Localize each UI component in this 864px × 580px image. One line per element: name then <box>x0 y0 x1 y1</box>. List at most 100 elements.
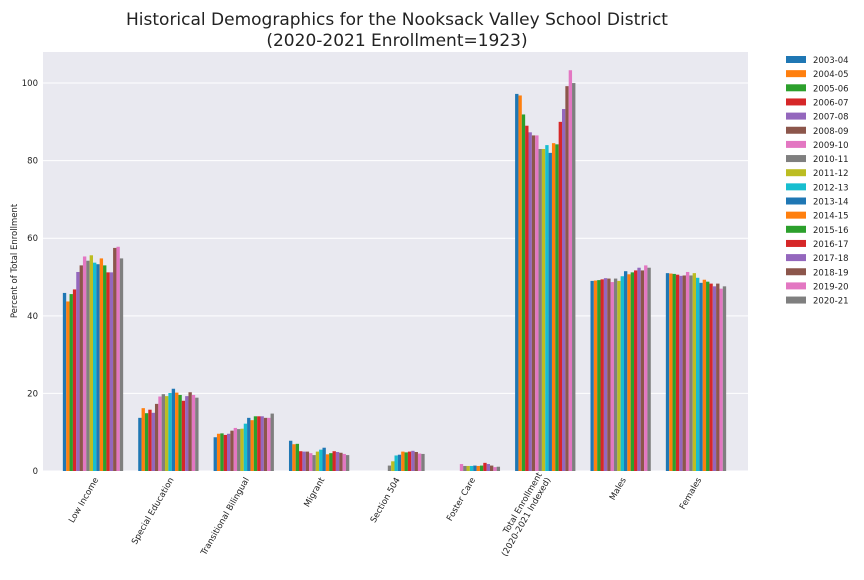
bar <box>302 451 306 471</box>
bar <box>600 279 604 471</box>
bar <box>113 247 117 471</box>
bar <box>535 135 539 471</box>
y-tick-labels: 0 20 40 60 80 100 <box>22 79 38 477</box>
bar <box>719 288 723 471</box>
legend-swatch <box>786 197 806 205</box>
bar <box>188 392 192 471</box>
legend-swatch <box>786 183 806 191</box>
bar <box>562 109 566 471</box>
bar <box>613 278 618 471</box>
bar <box>617 280 621 471</box>
bar <box>243 423 248 471</box>
bar <box>545 145 549 472</box>
bar <box>634 270 638 471</box>
bar <box>335 451 340 471</box>
bar <box>106 272 110 471</box>
bar <box>669 273 673 471</box>
legend-swatch <box>786 84 806 92</box>
bar <box>607 278 611 471</box>
bar <box>620 276 624 471</box>
bar <box>538 148 542 472</box>
bar <box>220 433 224 471</box>
bar <box>253 416 258 471</box>
legend-label: 2012-13 <box>813 183 849 193</box>
bar <box>82 256 87 471</box>
bar <box>62 292 67 471</box>
bar <box>332 451 336 471</box>
bar <box>391 461 395 471</box>
bar <box>325 454 330 471</box>
bar <box>230 430 234 471</box>
bar <box>305 451 310 471</box>
bar <box>525 125 529 472</box>
bar <box>213 437 217 471</box>
bar <box>665 273 670 471</box>
legend-label: 2018-19 <box>813 268 849 278</box>
legend-label: 2009-10 <box>813 141 849 151</box>
bar <box>702 279 707 471</box>
legend-swatch <box>786 211 806 219</box>
bar <box>644 265 648 471</box>
bar <box>79 265 83 471</box>
x-tick-labels: Low Income Special Education Transitional … <box>67 470 704 558</box>
bar <box>421 453 425 471</box>
bar <box>630 272 635 471</box>
bar <box>623 271 628 471</box>
bar <box>161 394 166 471</box>
legend-label: 2013-14 <box>813 198 849 208</box>
bar <box>476 465 480 471</box>
bar <box>171 388 176 471</box>
bar <box>165 396 169 471</box>
bar <box>342 453 346 471</box>
bar <box>716 283 720 471</box>
bar <box>109 272 114 471</box>
bar <box>417 453 422 471</box>
x-tick-label: Males <box>608 476 629 503</box>
bar <box>223 434 227 471</box>
bar <box>237 429 241 471</box>
x-tick-label: Section 504 <box>369 476 403 525</box>
bar <box>407 451 412 471</box>
bar <box>250 420 254 471</box>
bar <box>185 396 189 471</box>
legend-label: 2005-06 <box>813 84 849 94</box>
bar <box>394 455 398 471</box>
bar <box>168 393 172 471</box>
y-axis-label: Percent of Total Enrollment <box>10 203 20 318</box>
bar <box>86 260 90 471</box>
bar <box>469 465 474 471</box>
bar <box>93 262 97 471</box>
bar <box>148 409 152 471</box>
bar <box>312 455 316 471</box>
bar <box>141 408 145 471</box>
bar <box>709 283 713 471</box>
legend-label: 2011-12 <box>813 169 849 179</box>
x-tick-label: Total Enrollment(2020-2021 Indexed) <box>491 470 553 558</box>
bar <box>89 255 93 471</box>
bar <box>69 294 73 471</box>
x-tick-label: Females <box>678 476 705 512</box>
legend-label: 2015-16 <box>813 226 849 236</box>
legend-swatch <box>786 268 806 276</box>
bar <box>689 275 693 471</box>
bar <box>309 453 313 471</box>
bar <box>597 280 601 471</box>
legend-label: 2017-18 <box>813 254 849 264</box>
bar <box>593 280 598 471</box>
bar <box>260 416 264 471</box>
bar <box>247 417 251 471</box>
x-tick-label: Low Income <box>67 476 101 525</box>
bar <box>682 275 686 471</box>
bar <box>288 440 293 471</box>
bar <box>404 452 408 471</box>
bar <box>610 282 614 471</box>
legend-swatch <box>786 169 806 177</box>
bar <box>72 289 77 471</box>
legend-swatch <box>786 140 806 148</box>
x-tick-label: Transitional Bilingual <box>199 476 252 558</box>
legend-swatch <box>786 112 806 120</box>
bar <box>175 392 179 471</box>
legend-label: 2014-15 <box>813 212 849 222</box>
bar <box>103 265 107 471</box>
